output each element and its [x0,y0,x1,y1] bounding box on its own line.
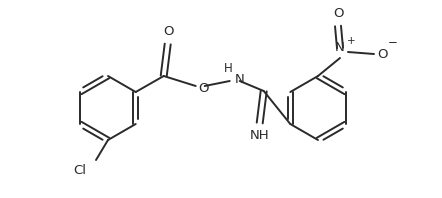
Text: O: O [199,82,209,94]
Text: O: O [377,48,388,61]
Text: −: − [388,36,398,49]
Text: N: N [335,41,345,54]
Text: NH: NH [250,129,270,142]
Text: H: H [225,62,233,75]
Text: N: N [235,72,244,86]
Text: O: O [164,25,174,38]
Text: Cl: Cl [73,164,86,177]
Text: +: + [347,36,356,46]
Text: O: O [333,7,343,20]
